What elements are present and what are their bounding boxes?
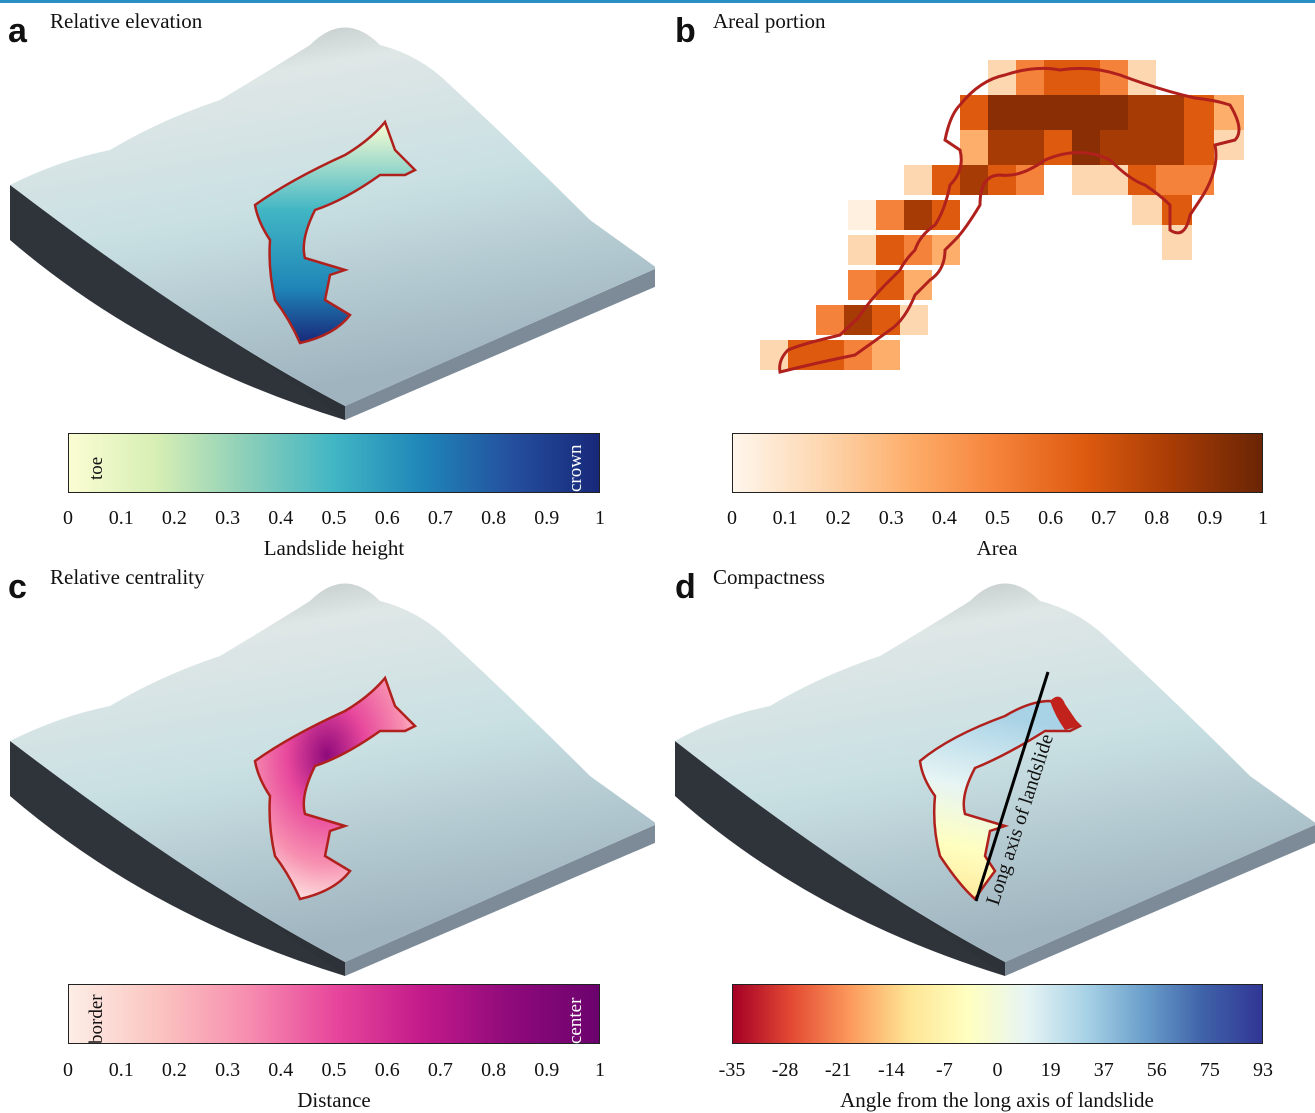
colorbar-end-label-high: center — [565, 997, 586, 1044]
colorbar-tick-label: 93 — [1253, 1059, 1273, 1081]
colorbar-tick-label: 0 — [63, 507, 73, 529]
colorbar-tick-label: 1 — [1258, 507, 1268, 529]
colorbar-tick-label: 0.3 — [215, 1059, 241, 1081]
terrain-scene-d — [675, 583, 1315, 976]
colorbar-tick-label: 0 — [727, 507, 737, 529]
colorbar-axis-title: Angle from the long axis of landslide — [840, 1088, 1154, 1112]
colorbar — [68, 433, 600, 493]
colorbar-tick-label: 0.9 — [534, 507, 560, 529]
panel-d: d Compactness Long axis of landslide -35… — [660, 556, 1315, 1112]
panel-title: Compactness — [713, 565, 825, 589]
colorbar-tick-label: 0.8 — [481, 507, 507, 529]
colorbar-tick-label: 0.1 — [108, 507, 134, 529]
colorbar-tick-label: 0.9 — [1197, 507, 1223, 529]
terrain-right-wall — [345, 268, 655, 420]
terrain-surface — [10, 583, 655, 962]
long-axis-line — [974, 671, 1050, 902]
colorbar — [732, 433, 1263, 493]
landslide-centrality — [253, 675, 418, 901]
colorbar-tick-label: 37 — [1093, 1059, 1114, 1081]
colorbar-axis-title: Area — [976, 536, 1018, 560]
colorbar-tick-label: 0 — [63, 1059, 73, 1081]
terrain-surface — [10, 27, 655, 406]
landslide-elevation — [253, 119, 418, 345]
colorbar-ticks: 0 0.1 0.2 0.3 0.4 0.5 0.6 0.7 0.8 0.9 1 — [63, 1059, 605, 1085]
landslide-compactness — [918, 699, 1083, 901]
colorbar-tick-label: 0.2 — [825, 507, 851, 529]
colorbar-tick-label: 0.1 — [772, 507, 798, 529]
colorbar-tick-label: 0.8 — [1144, 507, 1170, 529]
colorbar-axis-title: Distance — [297, 1088, 371, 1112]
colorbar — [68, 984, 600, 1044]
colorbar-tick-label: -28 — [771, 1059, 799, 1081]
colorbar-tick-label: 0.7 — [427, 507, 453, 529]
panel-letter: c — [8, 568, 27, 606]
colorbar-tick-label: 19 — [1040, 1059, 1061, 1081]
terrain-scene-c — [10, 583, 655, 976]
colorbar-tick-label: -14 — [877, 1059, 905, 1081]
panel-title: Relative centrality — [50, 565, 205, 589]
colorbar-end-label-low: toe — [86, 456, 107, 480]
panel-a: a Relative elevation toe crown 0 0.1 0.2 0.… — [0, 0, 655, 560]
colorbar-tick-label: 1 — [595, 507, 605, 529]
terrain-surface — [675, 583, 1315, 962]
colorbar-tick-label: 1 — [595, 1059, 605, 1081]
colorbar-tick-label: 0.4 — [931, 507, 957, 529]
colorbar-tick-label: 0.3 — [878, 507, 904, 529]
colorbar-tick-label: -7 — [936, 1059, 953, 1081]
panel-title: Areal portion — [713, 9, 826, 33]
panel-letter: d — [675, 568, 696, 606]
colorbar-tick-label: -21 — [824, 1059, 852, 1081]
panel-b: b Areal portion 0 0.1 0.2 0.3 0.4 0.5 0.6 0.7 0.… — [660, 0, 1315, 560]
panel-letter: b — [675, 12, 696, 50]
colorbar-tick-label: 0.1 — [108, 1059, 134, 1081]
landslide-outline-b — [778, 66, 1241, 374]
panel-title: Relative elevation — [50, 9, 203, 33]
colorbar-tick-label: 0.5 — [321, 507, 347, 529]
colorbar-tick-label: 0.5 — [985, 507, 1010, 529]
colorbar-tick-label: -35 — [718, 1059, 746, 1081]
colorbar-tick-label: 75 — [1199, 1059, 1220, 1081]
colorbar-tick-label: 0.4 — [268, 507, 294, 529]
panel-letter: a — [8, 12, 27, 50]
colorbar-tick-label: 0.3 — [215, 507, 241, 529]
colorbar-tick-label: 0.7 — [1091, 507, 1117, 529]
colorbar-ticks: 0 0.1 0.2 0.3 0.4 0.5 0.6 0.7 0.8 0.9 1 — [63, 507, 605, 533]
landslide-crown-tip — [1050, 696, 1080, 730]
colorbar-ticks: 0 0.1 0.2 0.3 0.4 0.5 0.6 0.7 0.8 0.9 1 — [727, 507, 1268, 533]
colorbar-tick-label: 0 — [992, 1059, 1003, 1081]
colorbar-tick-label: 0.2 — [161, 1059, 187, 1081]
colorbar-end-label-high: crown — [565, 444, 586, 492]
colorbar-axis-title: Landslide height — [263, 536, 405, 560]
colorbar-tick-label: 0.6 — [1038, 507, 1064, 529]
colorbar-tick-label: 0.5 — [321, 1059, 347, 1081]
panel-c: c Relative centrality border center 0 0.1… — [0, 556, 655, 1112]
colorbar-tick-label: 0.9 — [534, 1059, 560, 1081]
colorbar — [732, 984, 1263, 1044]
terrain-right-wall — [1005, 824, 1315, 976]
colorbar-tick-label: 0.7 — [427, 1059, 453, 1081]
colorbar-tick-label: 0.6 — [374, 507, 400, 529]
colorbar-tick-label: 56 — [1146, 1059, 1167, 1081]
colorbar-ticks: -35 -28 -21 -14 -7 0 19 37 56 75 93 — [719, 1059, 1273, 1085]
colorbar-tick-label: 0.2 — [161, 507, 187, 529]
colorbar-tick-label: 0.8 — [481, 1059, 507, 1081]
colorbar-tick-label: 0.6 — [374, 1059, 400, 1081]
terrain-right-wall — [345, 824, 655, 976]
top-rule — [0, 0, 1315, 3]
terrain-scene-a — [10, 27, 655, 420]
colorbar-end-label-low: border — [86, 994, 107, 1044]
colorbar-tick-label: 0.4 — [268, 1059, 294, 1081]
areal-grid-b — [760, 60, 1244, 374]
